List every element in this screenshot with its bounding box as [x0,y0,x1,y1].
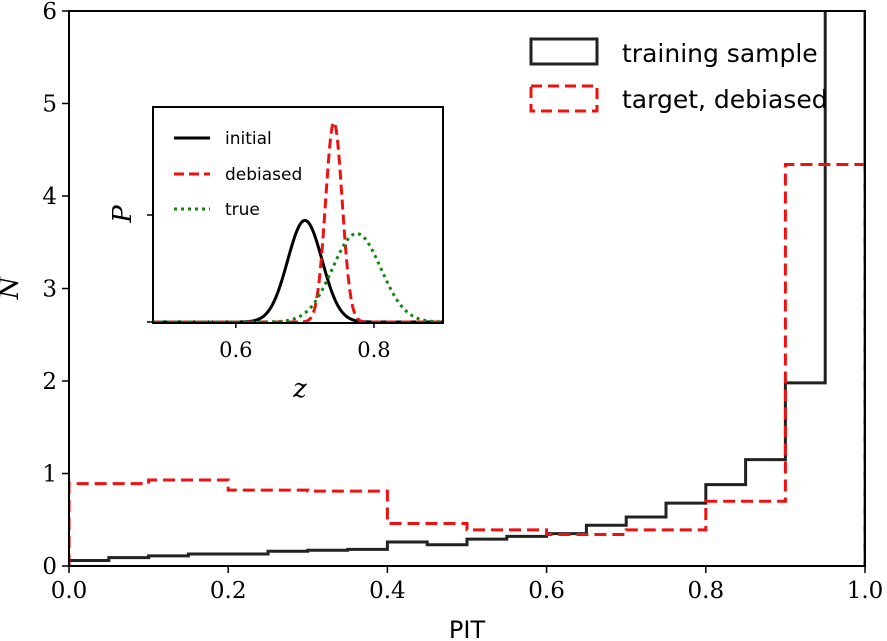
main-legend: training sample target, debiased [529,37,828,114]
x-axis-label: PIT [449,616,486,641]
y-tick-label: 0 [42,554,57,580]
y-tick-label: 2 [42,369,57,395]
inset-plot: 0.6 0.8 z P initial debiased true [108,106,444,404]
inset-x-tick-label: 0.6 [219,338,252,362]
x-tick-label: 0.8 [688,578,725,604]
inset-background [153,107,443,323]
inset-legend-label-true: true [225,200,260,220]
x-tick-label: 0.4 [369,578,406,604]
histogram-training-sample [69,11,865,566]
y-tick-label: 1 [42,462,57,488]
x-tick-label: 1.0 [847,578,884,604]
y-tick-label: 5 [42,92,57,118]
inset-y-axis-label: P [108,205,138,224]
x-tick-label: 0.0 [51,578,88,604]
y-tick-label: 6 [42,0,57,25]
legend-label-training-sample: training sample [622,39,818,68]
legend-label-target-debiased: target, debiased [622,85,828,114]
y-tick-label: 3 [42,277,57,303]
inset-x-ticks: 0.6 0.8 [219,322,391,362]
y-tick-label: 4 [42,184,57,210]
legend-swatch-target-debiased [529,84,599,113]
x-tick-label: 0.6 [528,578,565,604]
inset-x-tick-label: 0.8 [357,338,390,362]
legend-swatch-training-sample [529,37,599,66]
inset-legend-label-initial: initial [225,129,272,149]
main-x-ticks: 0.0 0.2 0.4 0.6 0.8 1.0 [51,566,884,604]
main-y-ticks: 0 1 2 3 4 5 6 [42,0,69,580]
inset-legend-label-debiased: debiased [225,165,302,185]
histogram-target-debiased [69,163,865,566]
inset-x-axis-label: z [292,374,307,404]
y-axis-label: N [0,275,25,300]
inset-legend: initial debiased true [174,129,302,220]
x-tick-label: 0.2 [210,578,247,604]
main-histograms [69,11,865,566]
